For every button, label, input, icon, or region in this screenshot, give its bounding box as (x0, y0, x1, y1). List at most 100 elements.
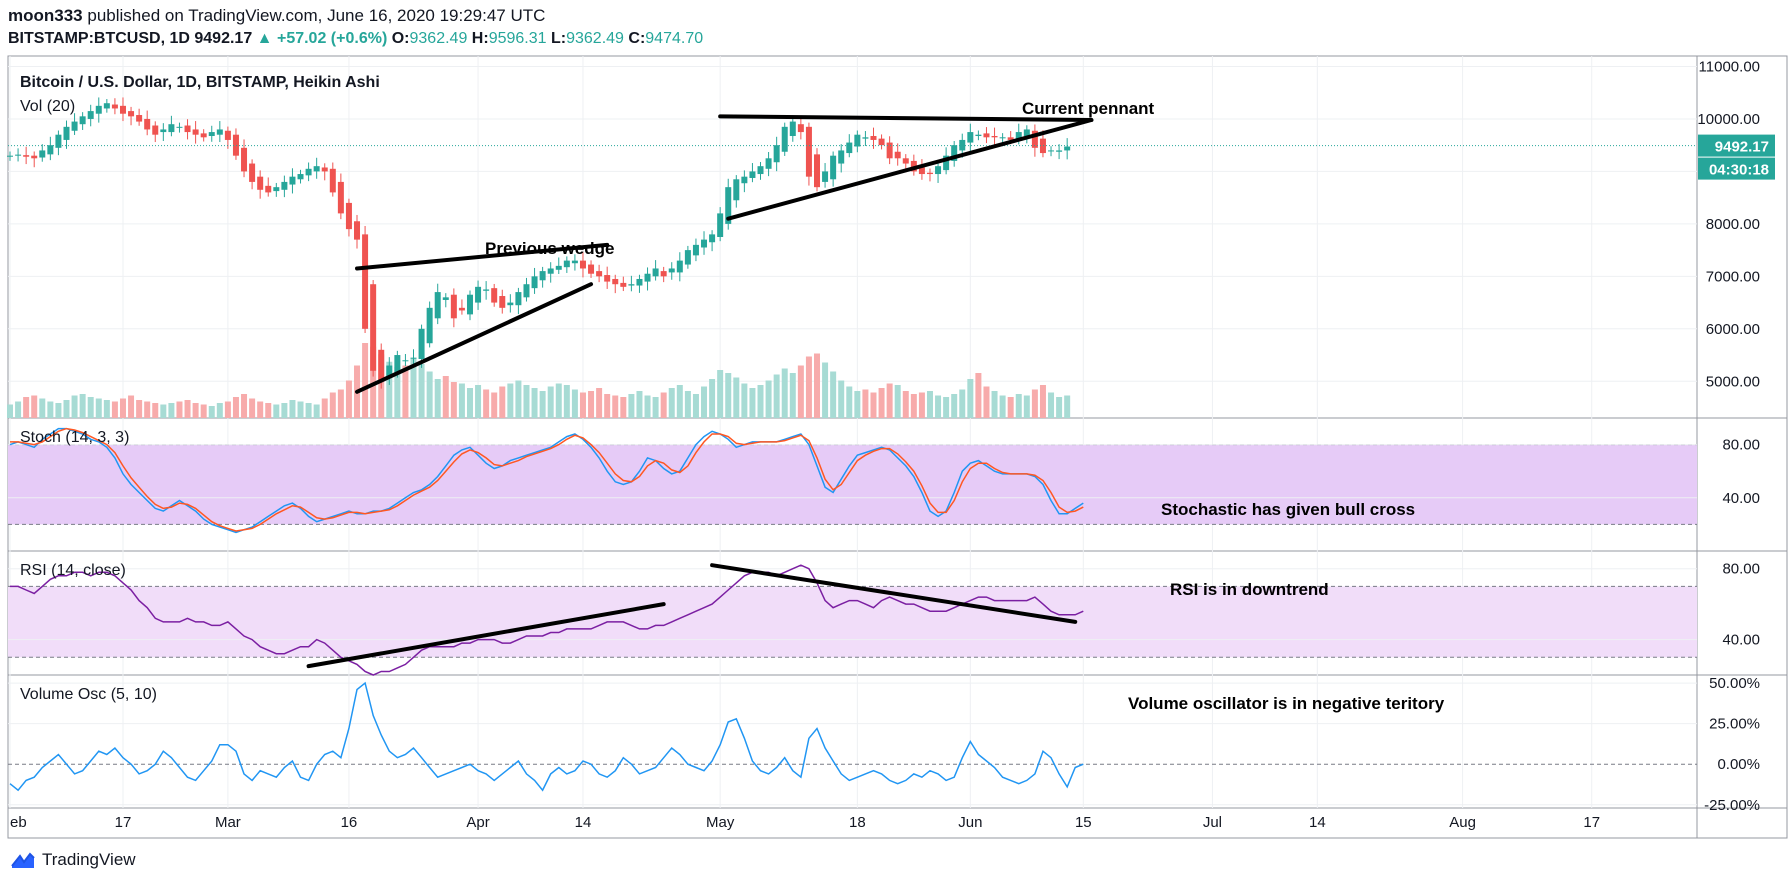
volume-bar (878, 388, 885, 418)
candle-body (200, 133, 207, 138)
pennant-lower-trendline[interactable] (726, 118, 1094, 221)
wedge-lower-trendline[interactable] (355, 282, 594, 394)
x-tick-label: 14 (575, 814, 592, 831)
candle-body (418, 328, 425, 359)
candle-body (370, 284, 377, 371)
candle-body (249, 163, 256, 182)
candle-body (281, 181, 288, 190)
volume-bar (612, 395, 619, 418)
volume-bar (224, 401, 231, 418)
low-label: L: (550, 30, 567, 47)
up-triangle-icon: ▲ (256, 30, 273, 47)
volume-bar (757, 385, 764, 418)
volume-bar (475, 385, 482, 418)
volume-bar (1031, 389, 1038, 418)
candle-body (733, 179, 740, 201)
publish-info: moon333 published on TradingView.com, Ju… (8, 6, 545, 26)
candle-body (442, 297, 449, 300)
candle-body (870, 136, 877, 140)
vosc-y-tick-label: 50.00% (1709, 675, 1760, 692)
wedge-upper-trendline[interactable] (355, 242, 610, 271)
candle-body (128, 111, 135, 117)
candle-body (935, 166, 942, 175)
volume-bar (701, 386, 708, 418)
candle-body (31, 155, 38, 159)
candle-body (846, 142, 853, 154)
stoch-annotation: Stochastic has given bull cross (1161, 500, 1415, 519)
volume-bar (555, 383, 562, 418)
volume-bar (7, 404, 13, 418)
tradingview-brand[interactable]: TradingView (10, 850, 136, 870)
candle-body (111, 104, 118, 109)
volume-bar (200, 404, 207, 418)
rsi-band (8, 586, 1697, 658)
candle-body (354, 221, 361, 240)
x-tick-label: 16 (341, 814, 358, 831)
volume-bar (257, 401, 264, 418)
volume-bar (636, 391, 643, 418)
volume-bar (563, 385, 570, 418)
high-value: 9596.31 (488, 30, 547, 47)
candle-body (741, 176, 748, 184)
candle-body (192, 129, 199, 135)
candle-body (15, 154, 22, 156)
candle-body (241, 147, 248, 172)
volume-bar (305, 403, 312, 418)
candle-body (709, 234, 716, 243)
candle-body (579, 260, 586, 269)
volume-bar (523, 385, 530, 418)
symbol-label: BITSTAMP:BTCUSD, 1D (8, 30, 190, 47)
x-tick-label: 14 (1309, 814, 1326, 831)
volume-bar (1023, 395, 1030, 418)
candle-body (531, 276, 538, 289)
volume-bar (579, 392, 586, 418)
volume-bar (571, 389, 578, 418)
candle-body (95, 105, 102, 114)
volume-bar (814, 353, 820, 418)
candle-body (523, 284, 530, 298)
volume-bar (684, 391, 691, 418)
volume-bar (136, 400, 143, 418)
candle-body (975, 134, 982, 137)
x-tick-label: eb (10, 814, 27, 831)
volume-bar (434, 379, 441, 418)
candle-body (273, 187, 280, 192)
candle-body (329, 168, 336, 193)
stoch-y-tick-label: 80.00 (1722, 437, 1760, 454)
volume-bar (128, 395, 135, 418)
volume-bar (668, 388, 675, 418)
volume-bar (539, 391, 546, 418)
close-value: 9474.70 (645, 30, 704, 47)
volume-bar (870, 392, 877, 418)
vosc-annotation: Volume oscillator is in negative teritor… (1128, 694, 1445, 713)
rsi-falling-trendline[interactable] (710, 563, 1078, 624)
volume-bar (362, 343, 369, 418)
candle-body (208, 132, 215, 137)
volume-bar (628, 394, 635, 418)
candle-body (491, 288, 498, 303)
candle-body (676, 260, 683, 273)
rsi-rising-trendline[interactable] (306, 602, 666, 669)
volume-bar (935, 395, 942, 418)
tradingview-logo-icon (11, 852, 35, 868)
pennant-upper-trendline[interactable] (718, 114, 1094, 123)
candle-body (805, 126, 812, 177)
candle-body (822, 171, 829, 182)
volume-bar (31, 395, 38, 418)
candle-body (830, 155, 837, 180)
volume-bar (910, 394, 917, 418)
x-tick-label: May (706, 814, 735, 831)
candle-body (410, 357, 417, 359)
x-tick-label: 17 (1583, 814, 1600, 831)
candle-body (87, 111, 94, 119)
candle-body (289, 176, 296, 185)
volume-bar (95, 398, 102, 418)
volume-bar (87, 397, 94, 418)
author-name[interactable]: moon333 (8, 6, 83, 25)
y-tick-label: 10000.00 (1697, 111, 1760, 128)
candle-body (1064, 146, 1071, 151)
candle-body (152, 125, 159, 135)
candle-body (692, 244, 699, 256)
candle-body (943, 155, 950, 171)
